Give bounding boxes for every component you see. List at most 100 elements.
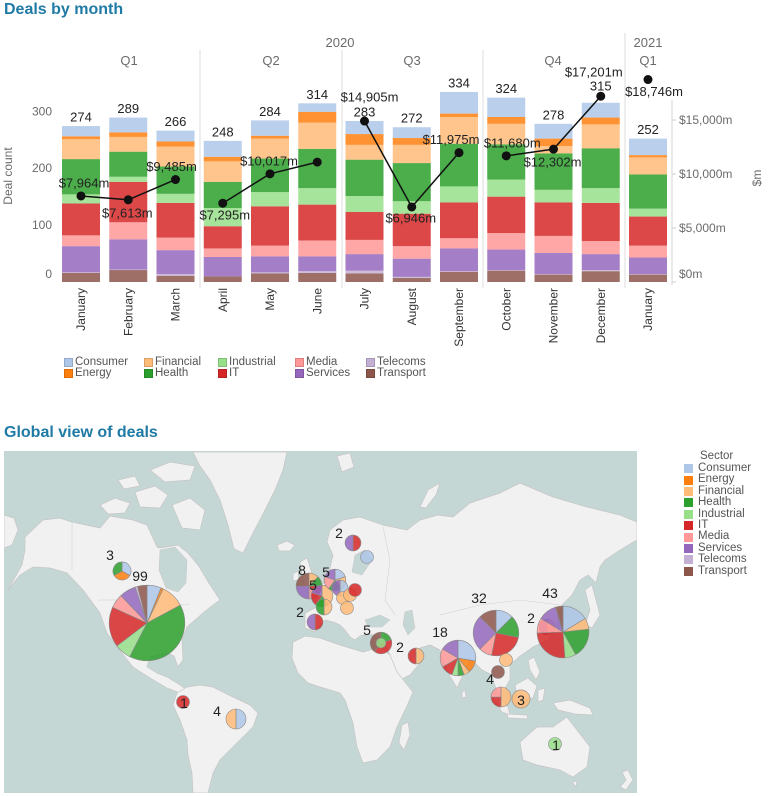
legend-item-media[interactable]: Media [295, 356, 337, 368]
bar-segment-services[interactable] [534, 252, 573, 275]
bar-segment-industrial[interactable] [440, 186, 478, 203]
bar-segment-media[interactable] [345, 239, 384, 255]
bar-segment-consumer[interactable] [203, 140, 242, 157]
bar-segment-services[interactable] [62, 246, 100, 273]
bar-segment-health[interactable] [392, 163, 431, 202]
legend-item-health[interactable]: Health [144, 367, 188, 379]
bar-segment-transport[interactable] [251, 273, 289, 282]
value-point[interactable] [312, 157, 322, 167]
bar-segment-telecoms[interactable] [440, 271, 478, 272]
pie-slice-financial[interactable] [511, 689, 531, 709]
bar-segment-consumer[interactable] [629, 138, 667, 156]
bar-segment-consumer[interactable] [392, 127, 431, 139]
map-legend-item-financial[interactable]: Financial [684, 485, 768, 497]
pie-marker[interactable] [315, 598, 333, 616]
value-point[interactable] [265, 169, 275, 179]
bar-segment-media[interactable] [487, 233, 526, 250]
bar-segment-energy[interactable] [440, 113, 478, 117]
bar-segment-transport[interactable] [345, 273, 384, 282]
bar-segment-industrial[interactable] [156, 193, 195, 203]
bar-segment-energy[interactable] [298, 111, 337, 123]
bar-segment-health[interactable] [581, 148, 620, 189]
value-point[interactable] [643, 75, 653, 85]
bar-segment-it[interactable] [534, 202, 573, 236]
bar-segment-transport[interactable] [440, 271, 478, 282]
bar-segment-telecoms[interactable] [251, 272, 289, 274]
bar-segment-it[interactable] [440, 202, 478, 239]
bar-segment-telecoms[interactable] [581, 270, 620, 272]
pie-slice-it[interactable] [176, 695, 190, 709]
bar-segment-industrial[interactable] [487, 179, 526, 197]
bar-segment-energy[interactable] [203, 156, 242, 162]
bar-segment-transport[interactable] [156, 275, 195, 282]
pie-marker[interactable] [306, 613, 324, 631]
bar-segment-it[interactable] [629, 216, 667, 246]
pie-slice-it[interactable] [352, 534, 362, 552]
legend-item-telecoms[interactable]: Telecoms [366, 356, 426, 368]
bar-segment-industrial[interactable] [298, 188, 337, 205]
pie-slice-services[interactable] [442, 639, 459, 659]
bar-segment-media[interactable] [629, 245, 667, 258]
value-point[interactable] [171, 175, 180, 185]
legend-item-energy[interactable]: Energy [64, 367, 111, 379]
map-legend-item-media[interactable]: Media [684, 530, 768, 542]
bar-segment-energy[interactable] [392, 138, 431, 145]
map-legend-item-industrial[interactable]: Industrial [684, 508, 768, 520]
bar-segment-financial[interactable] [440, 116, 478, 144]
bar-segment-media[interactable] [156, 237, 195, 251]
pie-marker[interactable] [491, 665, 505, 679]
bar-segment-energy[interactable] [251, 135, 289, 139]
bar-segment-transport[interactable] [203, 276, 242, 282]
bar-segment-media[interactable] [298, 240, 337, 257]
bar-segment-telecoms[interactable] [109, 269, 148, 271]
value-point[interactable] [501, 151, 511, 161]
bar-segment-telecoms[interactable] [487, 270, 526, 271]
pie-marker[interactable] [511, 689, 531, 709]
bar-segment-it[interactable] [251, 206, 289, 246]
bar-segment-telecoms[interactable] [62, 272, 100, 273]
bar-segment-transport[interactable] [392, 278, 431, 282]
bar-segment-industrial[interactable] [251, 192, 289, 207]
pie-marker[interactable] [348, 583, 362, 597]
bar-segment-transport[interactable] [629, 274, 667, 282]
bar-segment-financial[interactable] [109, 136, 148, 152]
bar-segment-energy[interactable] [156, 141, 195, 147]
bar-segment-transport[interactable] [298, 272, 337, 282]
bar-segment-media[interactable] [392, 246, 431, 259]
value-point[interactable] [407, 202, 417, 212]
bar-segment-industrial[interactable] [203, 208, 242, 227]
bar-segment-transport[interactable] [62, 272, 100, 282]
bar-segment-telecoms[interactable] [156, 274, 195, 276]
map-legend-item-transport[interactable]: Transport [684, 565, 768, 577]
bar-segment-services[interactable] [109, 239, 148, 270]
pie-slice-financial[interactable] [225, 708, 237, 730]
bar-segment-energy[interactable] [534, 138, 573, 147]
value-point[interactable] [596, 91, 606, 101]
pie-slice-services[interactable] [472, 616, 497, 650]
bar-segment-financial[interactable] [345, 144, 384, 160]
bar-segment-it[interactable] [392, 213, 431, 247]
bar-segment-industrial[interactable] [629, 208, 667, 217]
bar-segment-energy[interactable] [109, 132, 148, 137]
bar-segment-it[interactable] [487, 196, 526, 234]
pie-slice-health[interactable] [112, 561, 123, 576]
bar-segment-services[interactable] [156, 250, 195, 275]
bar-segment-energy[interactable] [581, 117, 620, 125]
value-point[interactable] [218, 198, 228, 208]
bar-segment-services[interactable] [392, 258, 431, 277]
bar-segment-health[interactable] [109, 151, 148, 177]
pie-slice-financial[interactable] [340, 601, 354, 615]
pie-slice-financial[interactable] [415, 647, 425, 665]
pie-marker[interactable] [548, 737, 562, 751]
pie-slice-health[interactable] [129, 604, 186, 662]
bar-segment-financial[interactable] [298, 122, 337, 149]
bar-segment-health[interactable] [345, 159, 384, 197]
pie-slice-financial[interactable] [500, 686, 512, 708]
bar-segment-telecoms[interactable] [392, 276, 431, 279]
pie-marker[interactable] [439, 639, 477, 677]
bar-segment-health[interactable] [629, 174, 667, 209]
value-point[interactable] [360, 116, 369, 126]
map-legend-item-health[interactable]: Health [684, 496, 768, 508]
map-legend-item-services[interactable]: Services [684, 542, 768, 554]
